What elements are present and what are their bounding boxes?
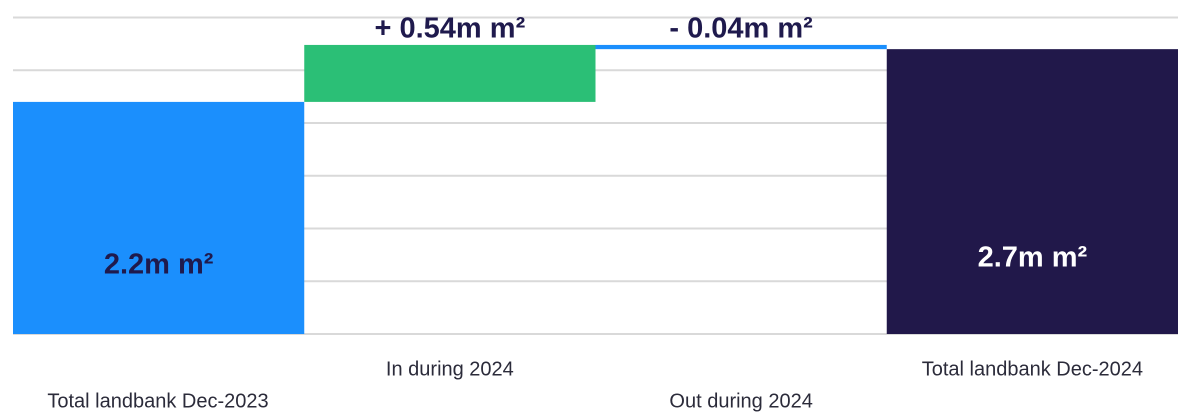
bar (886, 49, 1178, 335)
value-label: - 0.04m m² (669, 13, 813, 45)
bar (595, 44, 887, 50)
bar (304, 44, 596, 102)
x-tick-label: In during 2024 (386, 358, 514, 380)
x-tick-label: Out during 2024 (669, 390, 812, 412)
x-tick-label: Total landbank Dec-2023 (47, 390, 268, 412)
value-label: 2.7m m² (978, 242, 1088, 274)
value-label: + 0.54m m² (375, 13, 526, 45)
bar (13, 101, 305, 335)
value-label: 2.2m m² (104, 249, 214, 281)
x-tick-label: Total landbank Dec-2024 (922, 358, 1143, 380)
